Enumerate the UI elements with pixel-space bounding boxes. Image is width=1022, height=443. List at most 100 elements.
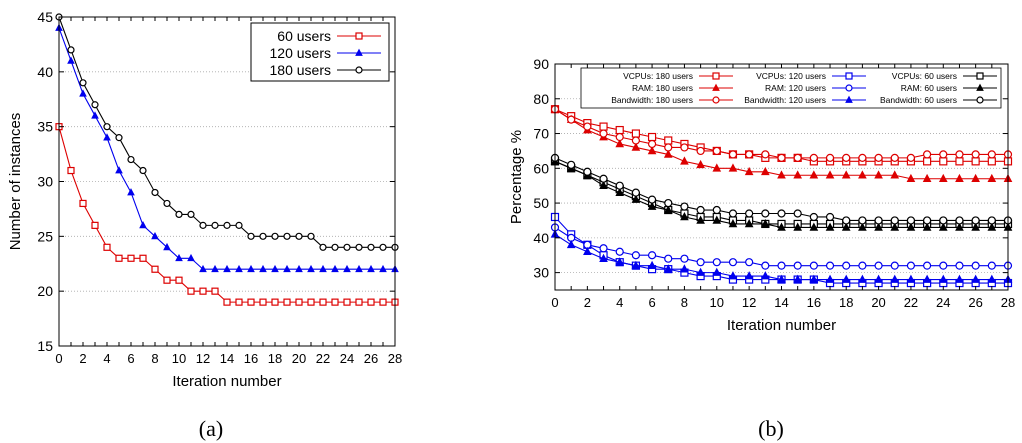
data-point: [955, 150, 964, 159]
legend-label: 120 users: [270, 45, 331, 61]
data-point: [842, 216, 851, 225]
data-point: [235, 264, 243, 273]
data-point: [127, 155, 135, 164]
data-point: [163, 276, 171, 284]
data-point: [761, 209, 770, 218]
data-point: [599, 244, 608, 253]
tick-label-y: 80: [533, 91, 549, 107]
data-point: [858, 216, 867, 225]
data-point: [890, 170, 900, 179]
tick-label-x: 10: [710, 295, 724, 310]
data-point: [874, 216, 883, 225]
data-point: [761, 150, 770, 159]
data-point: [728, 258, 738, 267]
data-point: [890, 261, 899, 270]
data-point: [151, 231, 159, 240]
data-point: [103, 243, 111, 251]
data-point: [987, 274, 997, 283]
legend-marker: [355, 48, 363, 56]
tick-label-x: 28: [1001, 295, 1015, 310]
data-point: [760, 271, 770, 280]
data-point: [760, 219, 770, 228]
caption-b: (b): [758, 416, 784, 441]
tick-label-x: 26: [968, 295, 982, 310]
data-point: [728, 209, 738, 218]
data-point: [680, 212, 689, 221]
data-point: [955, 222, 964, 231]
data-point: [647, 132, 657, 142]
data-point: [583, 246, 592, 256]
data-point: [631, 136, 640, 145]
data-point: [922, 222, 932, 231]
data-point: [955, 261, 964, 270]
data-point: [223, 264, 231, 273]
legend-label: 180 users: [270, 62, 331, 78]
tick-label-x: 24: [936, 295, 950, 310]
data-point: [712, 146, 721, 156]
data-point: [987, 150, 996, 159]
data-point: [825, 222, 835, 231]
legend-marker: [712, 72, 720, 80]
data-point: [987, 157, 996, 166]
data-point: [939, 150, 948, 159]
tick-label-x: 2: [79, 351, 86, 366]
data-point: [307, 264, 315, 273]
data-point: [599, 253, 608, 263]
data-point: [271, 232, 279, 240]
data-point: [712, 205, 721, 215]
tick-label-x: 20: [871, 295, 885, 310]
data-point: [712, 163, 722, 172]
data-point: [777, 170, 786, 179]
data-point: [664, 136, 673, 145]
tick-label-x: 2: [584, 295, 591, 310]
data-point: [355, 298, 363, 306]
data-point: [91, 111, 99, 119]
data-point: [271, 298, 279, 306]
data-point: [647, 139, 657, 149]
data-point: [971, 216, 980, 225]
data-point: [151, 265, 159, 273]
data-point: [67, 166, 75, 175]
legend-label: RAM: 120 users: [765, 83, 826, 93]
data-point: [987, 222, 997, 231]
legend-marker: [845, 72, 853, 80]
data-point: [825, 274, 835, 283]
tick-label-x: 26: [364, 351, 378, 366]
data-point: [583, 122, 592, 131]
data-point: [379, 243, 387, 251]
legend-label: 60 users: [277, 28, 331, 44]
legend-box: [580, 67, 1002, 109]
data-point: [696, 146, 705, 156]
data-point: [793, 170, 803, 179]
data-point: [103, 133, 111, 141]
data-point: [825, 261, 835, 270]
data-point: [115, 166, 123, 174]
tick-label-x: 20: [292, 351, 306, 366]
data-point: [175, 253, 183, 262]
tick-label-y: 30: [533, 265, 549, 281]
data-point: [680, 202, 689, 211]
data-point: [874, 274, 883, 283]
data-point: [151, 188, 159, 197]
data-point: [567, 160, 576, 169]
tick-label-y: 40: [533, 230, 549, 246]
data-point: [664, 198, 673, 208]
data-point: [939, 157, 948, 166]
tick-label-x: 4: [616, 295, 623, 310]
data-point: [890, 274, 900, 283]
data-point: [283, 298, 291, 306]
data-point: [343, 243, 351, 251]
data-point: [745, 150, 754, 159]
data-point: [615, 187, 625, 196]
data-point: [696, 159, 705, 169]
data-point: [890, 153, 899, 162]
data-point: [842, 153, 851, 162]
y-axis-label: Number of instances: [7, 113, 24, 251]
data-point: [331, 243, 339, 251]
data-point: [199, 264, 207, 273]
data-point: [187, 253, 195, 262]
tick-label-x: 0: [551, 295, 558, 310]
data-point: [163, 199, 171, 208]
data-point: [923, 157, 932, 166]
data-point: [211, 287, 219, 295]
